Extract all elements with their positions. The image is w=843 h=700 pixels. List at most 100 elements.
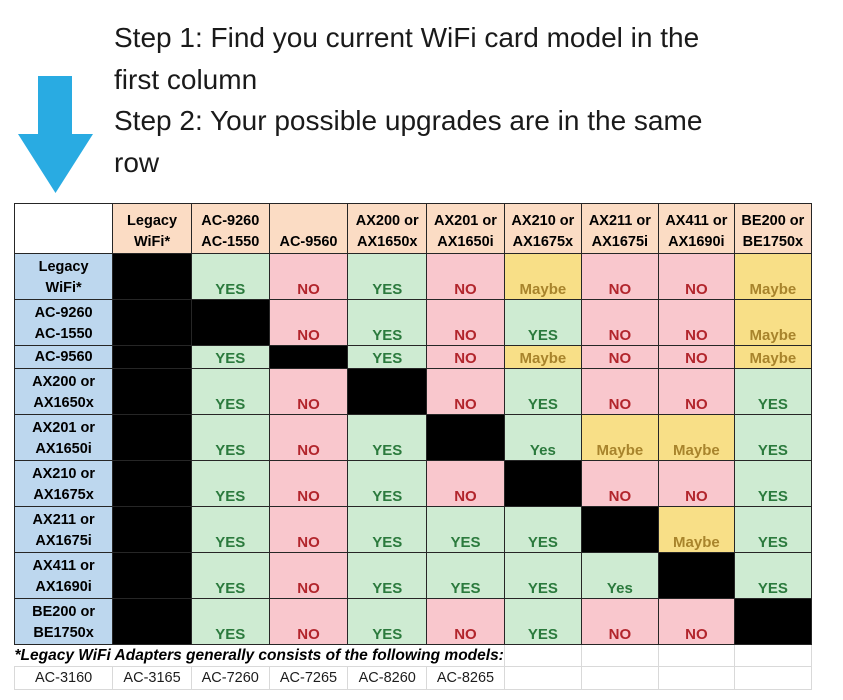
matrix-cell: YES [190,345,270,369]
instruction-line: first column [114,63,258,95]
matrix-cell: Maybe [733,253,812,300]
diagonal-black-cell [580,506,659,553]
matrix-cell: NO [657,598,735,645]
matrix-cell: YES [503,368,582,415]
table-row: Legacy WiFi* YES NO YES NO Maybe NO NO Maybe [13,253,812,300]
diagonal-black-cell [112,253,192,300]
matrix-cell: NO [580,368,659,415]
table-row: AX210 or AX1675x YES NO YES NO NO NO YES [13,460,812,507]
table-row: AX200 or AX1650x YES NO NO YES NO NO YES [13,368,812,415]
matrix-cell: YES [733,552,812,599]
corner-cell [13,203,114,254]
empty-cell [733,644,812,667]
matrix-cell: NO [426,598,505,645]
matrix-cell: Maybe [503,253,582,300]
empty-cell [503,644,582,667]
legacy-model: AC-3165 [112,666,192,690]
matrix-cell: NO [580,299,659,346]
diagonal-black-cell [112,368,192,415]
column-header: AX210 or AX1675x [503,203,582,254]
instructions: Step 1: Find you current WiFi card model… [114,17,702,183]
matrix-cell: Maybe [733,299,812,346]
matrix-cell: NO [268,368,349,415]
down-arrow-icon [18,76,93,193]
empty-cell [657,666,735,690]
empty-cell [580,666,659,690]
matrix-cell: YES [733,506,812,553]
compatibility-table: Legacy WiFi* AC-9260 AC-1550 AC-9560 AX200 or… [13,203,812,690]
footnote-row: *Legacy WiFi Adapters generally consists… [14,644,812,667]
diagonal-black-cell [503,460,582,507]
matrix-cell: NO [268,253,349,300]
instruction-line: Step 1: Find you current WiFi card model… [114,22,700,53]
row-header: AC-9260 AC-1550 [13,299,114,346]
matrix-cell: YES [347,253,428,300]
matrix-cell: NO [657,345,735,369]
matrix-cell: YES [190,253,270,300]
diagonal-black-cell [347,368,428,415]
instruction-line: row [114,146,160,178]
matrix-cell: NO [268,506,349,553]
matrix-cell: NO [580,598,659,645]
legacy-model: AC-7260 [190,666,270,690]
column-header: Legacy WiFi* [112,203,192,254]
legacy-model: AC-8260 [347,666,428,690]
diagonal-black-cell [657,552,735,599]
matrix-cell: NO [657,253,735,300]
matrix-cell: YES [503,552,582,599]
matrix-cell: NO [268,460,349,507]
matrix-cell: NO [426,460,505,507]
column-header: AC-9560 [268,203,349,254]
diagonal-black-cell [112,598,192,645]
diagonal-black-cell [268,345,349,369]
matrix-cell: NO [657,368,735,415]
matrix-cell: Maybe [503,345,582,369]
matrix-cell: NO [426,368,505,415]
matrix-cell: YES [347,552,428,599]
matrix-cell: YES [347,414,428,461]
row-header: AX201 or AX1650i [13,414,114,461]
matrix-cell: NO [426,345,505,369]
header-row: Legacy WiFi* AC-9260 AC-1550 AC-9560 AX200 or… [13,203,812,254]
matrix-cell: Maybe [733,345,812,369]
matrix-cell: YES [733,368,812,415]
legacy-model: AC-3160 [13,666,114,690]
matrix-cell: YES [190,460,270,507]
diagonal-black-cell [190,299,270,346]
matrix-cell: YES [190,414,270,461]
diagonal-black-cell [112,345,192,369]
column-header: AX411 or AX1690i [657,203,735,254]
matrix-cell: Yes [580,552,659,599]
matrix-cell: NO [580,345,659,369]
matrix-cell: NO [268,552,349,599]
matrix-cell: YES [347,299,428,346]
empty-cell [503,666,582,690]
matrix-cell: Maybe [657,414,735,461]
empty-cell [580,644,659,667]
row-header: BE200 or BE1750x [13,598,114,645]
legacy-model: AC-7265 [268,666,349,690]
empty-cell [733,666,812,690]
footnote: *Legacy WiFi Adapters generally consists… [14,644,505,667]
matrix-cell: NO [268,414,349,461]
matrix-cell: NO [580,460,659,507]
legacy-model: AC-8265 [426,666,505,690]
column-header: AC-9260 AC-1550 [190,203,270,254]
legacy-models-row: AC-3160 AC-3165 AC-7260 AC-7265 AC-8260 AC-82… [13,666,812,690]
matrix-cell: NO [426,253,505,300]
matrix-cell: YES [503,506,582,553]
table-row: AX411 or AX1690i YES NO YES YES YES Yes YES [13,552,812,599]
diagonal-black-cell [112,299,192,346]
matrix-cell: NO [426,299,505,346]
row-header: AC-9560 [13,345,114,369]
matrix-cell: YES [190,368,270,415]
matrix-cell: YES [503,598,582,645]
instruction-line: Step 2: Your possible upgrades are in th… [114,105,703,136]
matrix-cell: YES [347,345,428,369]
column-header: AX200 or AX1650x [347,203,428,254]
table-row: AX201 or AX1650i YES NO YES Yes Maybe Maybe YES [13,414,812,461]
diagonal-black-cell [733,598,812,645]
diagonal-black-cell [112,552,192,599]
column-header: BE200 or BE1750x [733,203,812,254]
